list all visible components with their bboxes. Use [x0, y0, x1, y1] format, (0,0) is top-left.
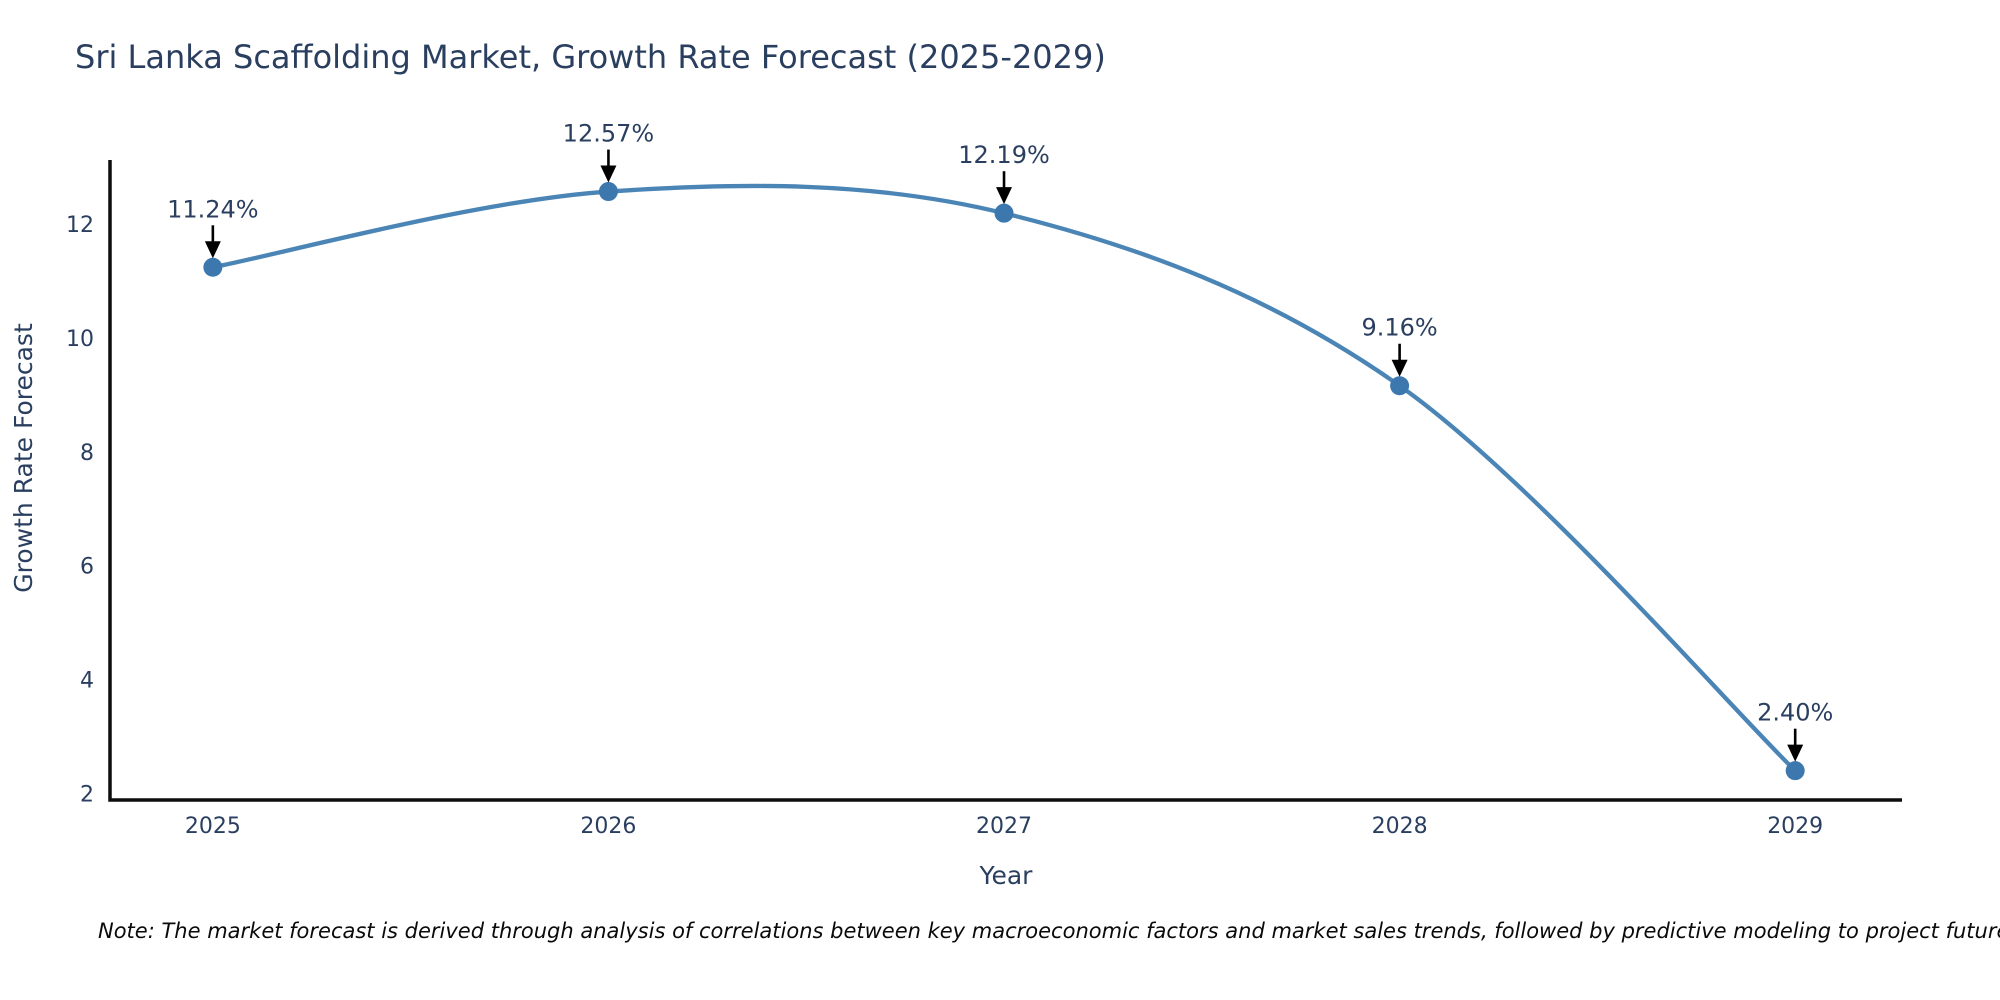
x-tick-label: 2029	[1767, 814, 1823, 839]
x-tick-label: 2028	[1372, 814, 1428, 839]
x-tick-label: 2027	[976, 814, 1032, 839]
data-point-marker[interactable]	[1785, 761, 1805, 781]
point-annotation: 12.19%	[958, 141, 1050, 205]
annotation-arrowhead-icon	[204, 241, 221, 259]
data-point-markers	[203, 182, 1805, 781]
data-point-marker[interactable]	[598, 182, 618, 202]
point-annotation: 12.57%	[563, 120, 655, 183]
data-point-marker[interactable]	[994, 203, 1014, 223]
data-point-marker[interactable]	[1390, 376, 1410, 396]
x-axis-title: Year	[979, 861, 1034, 890]
point-annotation: 9.16%	[1361, 314, 1438, 377]
point-annotation: 11.24%	[167, 195, 259, 259]
y-tick-label: 4	[80, 669, 94, 694]
axis-lines	[108, 160, 1902, 802]
point-annotation: 2.40%	[1757, 699, 1833, 762]
y-tick-label: 8	[80, 441, 94, 466]
point-value-label: 11.24%	[167, 195, 259, 223]
series-line	[210, 183, 1798, 773]
point-value-annotations: 11.24% 12.57% 12.19% 9.16% 2.40%	[167, 120, 1833, 762]
annotation-arrowhead-icon	[1391, 359, 1408, 377]
annotation-arrowhead-icon	[1787, 744, 1804, 762]
y-tick-label: 12	[66, 213, 94, 238]
point-value-label: 9.16%	[1361, 314, 1437, 342]
point-value-label: 12.19%	[958, 141, 1050, 169]
chart-title: Sri Lanka Scaffolding Market, Growth Rat…	[75, 38, 1106, 76]
point-value-label: 2.40%	[1757, 699, 1833, 727]
point-value-label: 12.57%	[563, 120, 655, 148]
y-tick-label: 6	[80, 555, 94, 580]
y-axis-tick-labels: 2 4 6 8 10 12	[66, 213, 94, 807]
x-tick-label: 2026	[580, 814, 636, 839]
data-point-marker[interactable]	[203, 257, 223, 277]
x-tick-label: 2025	[185, 814, 241, 839]
y-tick-label: 2	[80, 782, 94, 807]
y-tick-label: 10	[66, 327, 94, 352]
x-axis-tick-labels: 2025 2026 2027 2028 2029	[185, 814, 1823, 839]
footnote: Note: The market forecast is derived thr…	[98, 919, 2000, 943]
annotation-arrowhead-icon	[996, 187, 1013, 205]
annotation-arrowhead-icon	[600, 165, 617, 183]
y-axis-title: Growth Rate Forecast	[9, 323, 38, 593]
